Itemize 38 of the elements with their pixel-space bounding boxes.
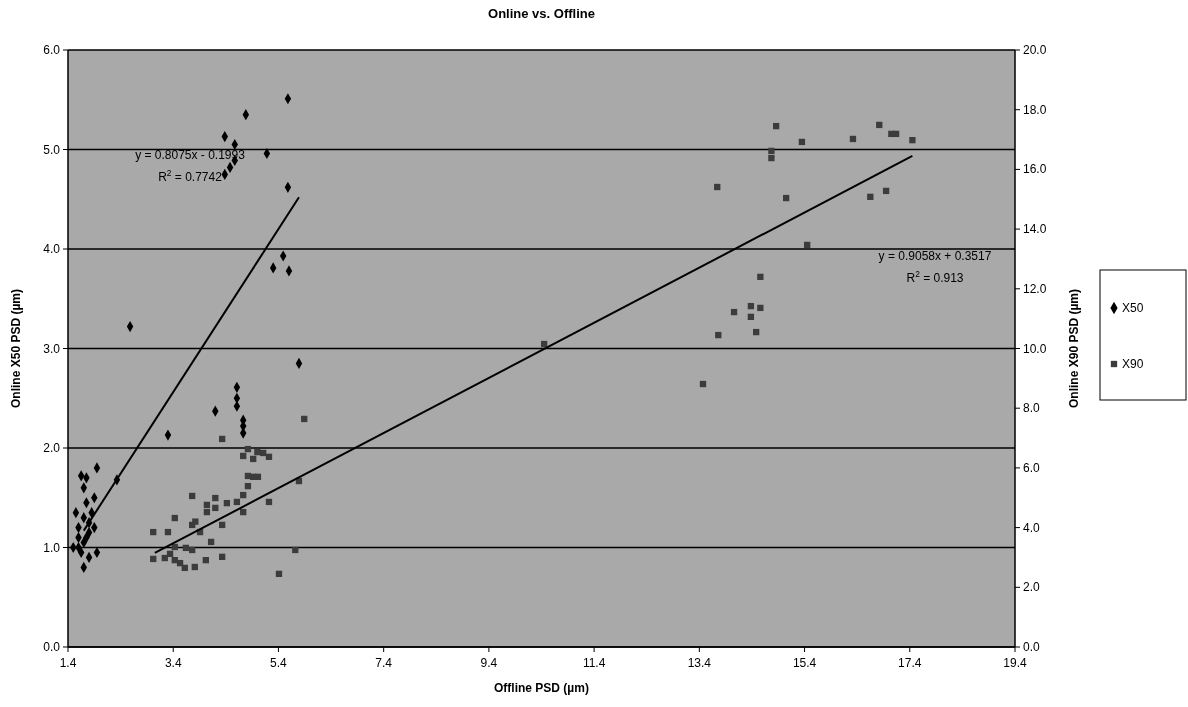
y2-tick-label: 12.0 <box>1023 281 1047 296</box>
x-tick-label: 7.4 <box>375 656 393 670</box>
x-tick-label: 3.4 <box>164 656 182 670</box>
x-tick-label: 11.4 <box>582 656 606 670</box>
y-tick-label: 0.0 <box>43 640 61 654</box>
x-tick-label: 9.4 <box>480 656 498 670</box>
y2-axis-title: Online X90 PSD (µm) <box>1067 289 1081 408</box>
x-tick-label: 15.4 <box>792 656 817 670</box>
y2-tick-label: 2.0 <box>1023 580 1041 595</box>
annotation: y = 0.9058x + 0.3517 <box>878 249 992 263</box>
y-tick-label: 1.0 <box>43 540 61 555</box>
y-tick-label: 5.0 <box>43 142 61 157</box>
y2-tick-label: 14.0 <box>1023 222 1047 237</box>
y-tick-label: 2.0 <box>43 441 61 455</box>
legend-label: X90 <box>1122 357 1144 371</box>
y2-tick-label: 0.0 <box>1023 640 1041 654</box>
y-tick-label: 4.0 <box>43 242 61 256</box>
y-tick-label: 6.0 <box>43 43 61 57</box>
chart-title: Online vs. Offline <box>488 6 595 21</box>
y-tick-label: 3.0 <box>43 341 61 356</box>
x-tick-label: 5.4 <box>270 656 288 670</box>
annotation: R$^{2}$ = 0.7742 <box>158 168 223 184</box>
y2-tick-label: 18.0 <box>1023 102 1047 117</box>
x-tick-label: 1.4 <box>59 656 77 670</box>
y2-tick-label: 20.0 <box>1023 43 1047 57</box>
y2-tick-label: 6.0 <box>1023 460 1041 475</box>
x-axis-title: Offline PSD (µm) <box>494 681 589 695</box>
y2-tick-label: 8.0 <box>1023 401 1041 416</box>
y-axis-title: Online X50 PSD (µm) <box>9 289 23 408</box>
y2-tick-label: 4.0 <box>1023 520 1041 535</box>
annotation: R$^{2}$ = 0.913 <box>906 269 964 285</box>
annotation: y = 0.8075x - 0.1993 <box>135 148 246 162</box>
y2-tick-label: 10.0 <box>1023 341 1047 356</box>
y2-tick-label: 16.0 <box>1023 162 1047 177</box>
x-tick-label: 13.4 <box>687 656 712 670</box>
x-tick-label: 17.4 <box>898 656 922 670</box>
legend-label: X50 <box>1122 301 1144 315</box>
x-tick-label: 19.4 <box>1003 656 1027 670</box>
